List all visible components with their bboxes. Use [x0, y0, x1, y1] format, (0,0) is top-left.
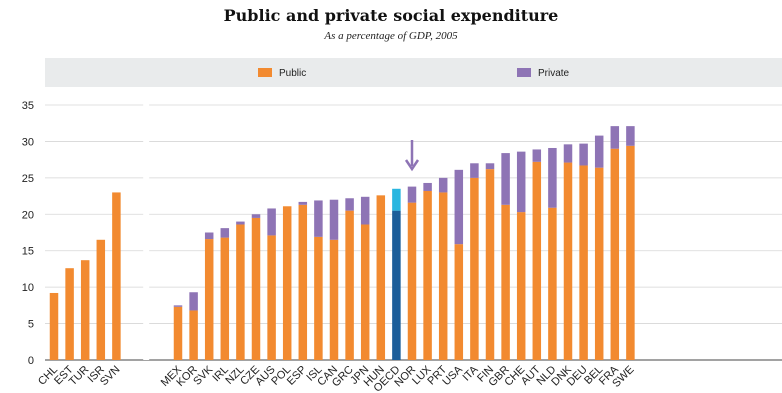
bar-private-NLD — [548, 147, 557, 208]
y-tick-label: 0 — [28, 355, 34, 367]
bar-public-USA — [454, 244, 464, 360]
legend-swatch-private — [517, 68, 531, 77]
bar-private-BEL — [594, 135, 604, 168]
bar-public-NLD — [548, 207, 557, 360]
bar-private-LUX — [423, 182, 432, 191]
bar-private-DNK — [563, 144, 573, 163]
bar-private-ISL — [314, 200, 323, 237]
bar-public-MEX — [173, 306, 183, 360]
bar-public-OECD — [392, 210, 401, 360]
bar-public-FIN — [485, 169, 495, 360]
bar-public-CHE — [516, 212, 526, 360]
y-tick-label: 20 — [22, 209, 34, 221]
bar-public-FRA — [610, 148, 620, 360]
arrow-head-icon — [404, 159, 420, 172]
bar-private-USA — [454, 169, 464, 245]
y-tick-label: 10 — [22, 282, 34, 294]
bar-private-ESP — [298, 201, 308, 205]
bar-private-CZE — [251, 214, 261, 218]
legend-label-public: Public — [279, 68, 306, 79]
bar-public-CHL — [49, 292, 59, 360]
bar-public-SWE — [626, 145, 635, 360]
y-tick-label: 25 — [22, 173, 34, 185]
bar-public-LUX — [423, 190, 432, 360]
bar-public-AUT — [532, 161, 542, 360]
bar-private-MEX — [173, 305, 183, 307]
bar-public-ISR — [96, 239, 106, 360]
bar-public-KOR — [189, 310, 198, 360]
bar-private-NOR — [407, 186, 417, 203]
bar-public-SVN — [112, 192, 121, 360]
bar-public-EST — [65, 268, 74, 360]
bar-public-DEU — [579, 165, 588, 360]
bar-public-DNK — [563, 162, 573, 360]
bar-public-PRT — [438, 192, 448, 360]
bar-public-ISL — [314, 236, 323, 360]
group-separator — [143, 99, 150, 360]
bar-private-SVK — [204, 232, 214, 240]
bar-public-GRC — [345, 210, 354, 360]
bar-private-CAN — [329, 199, 339, 240]
bar-private-OECD — [392, 188, 401, 211]
bar-private-ITA — [470, 163, 479, 178]
bar-private-CHE — [516, 151, 526, 213]
y-tick-label: 15 — [22, 246, 34, 258]
bar-public-BEL — [594, 167, 604, 360]
y-tick-label: 35 — [22, 100, 34, 112]
bar-private-FRA — [610, 126, 620, 149]
bar-public-POL — [282, 206, 292, 360]
legend-panel — [45, 58, 782, 87]
bar-public-SVK — [204, 239, 214, 360]
bar-private-KOR — [189, 292, 198, 311]
bar-public-ITA — [470, 177, 479, 360]
bar-public-HUN — [376, 195, 386, 360]
bar-public-IRL — [220, 237, 230, 360]
bar-private-GBR — [501, 153, 510, 205]
bar-private-AUS — [267, 208, 276, 236]
bar-private-FIN — [485, 163, 495, 170]
bar-public-NOR — [407, 202, 417, 360]
bar-public-CZE — [251, 217, 261, 360]
legend-swatch-public — [258, 68, 272, 77]
bar-private-PRT — [438, 177, 448, 193]
bar-public-AUS — [267, 235, 276, 360]
bar-public-TUR — [80, 260, 90, 360]
bar-private-JPN — [360, 196, 370, 225]
legend-label-private: Private — [538, 68, 570, 79]
bar-private-SWE — [626, 126, 635, 146]
bar-public-ESP — [298, 204, 308, 360]
bar-public-JPN — [360, 224, 370, 360]
bar-private-GRC — [345, 198, 354, 211]
y-tick-label: 30 — [22, 136, 34, 148]
chart-subtitle: As a percentage of GDP, 2005 — [324, 30, 458, 42]
bar-private-DEU — [579, 143, 588, 166]
bar-public-GBR — [501, 204, 510, 360]
bar-private-AUT — [532, 149, 542, 162]
bar-private-IRL — [220, 228, 230, 238]
chart-title: Public and private social expenditure — [223, 6, 559, 25]
bar-private-NZL — [236, 221, 245, 225]
y-tick-label: 5 — [28, 319, 34, 331]
bar-public-NZL — [236, 224, 245, 360]
bar-public-CAN — [329, 239, 339, 360]
